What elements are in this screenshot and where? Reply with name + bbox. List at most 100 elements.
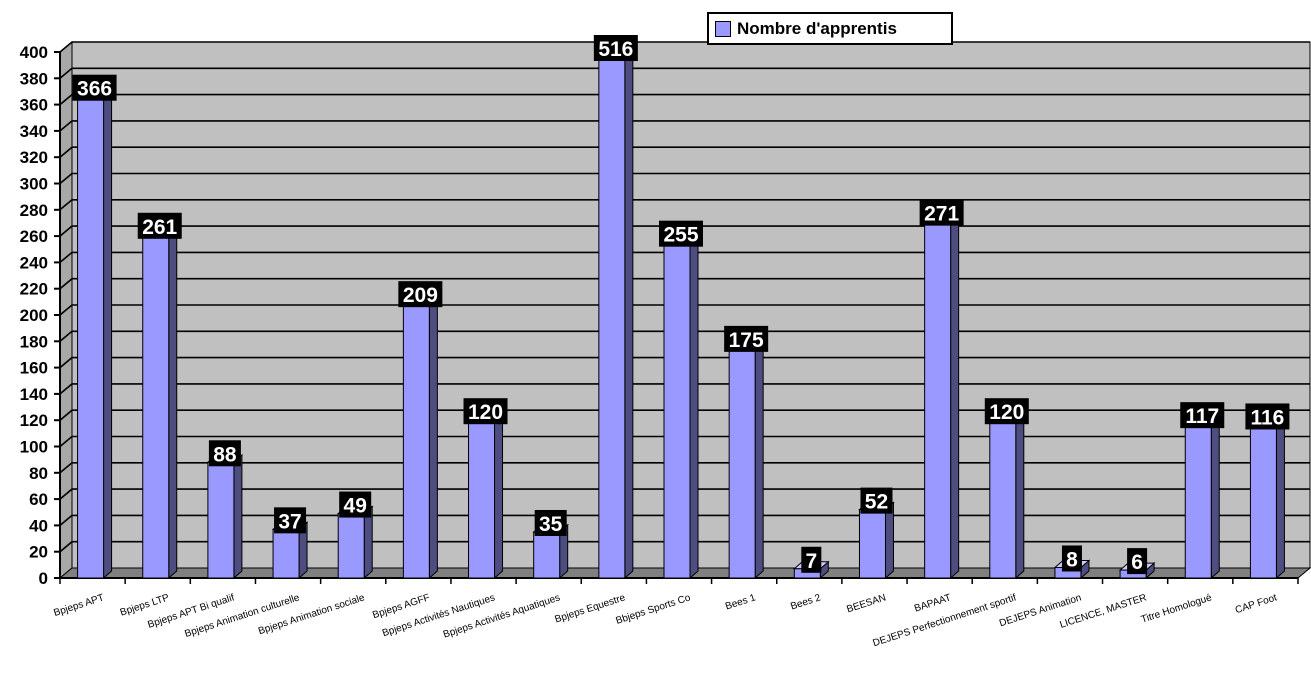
bar-front <box>728 347 756 579</box>
bar-side <box>884 501 894 580</box>
gridline <box>59 277 1310 290</box>
y-tick-label: 240 <box>20 253 48 272</box>
data-label-bg <box>801 546 822 573</box>
data-label: 209 <box>398 281 443 308</box>
x-category-label: Bpjeps Animation culturelle <box>183 592 301 640</box>
x-category-label: Bpjeps APT <box>52 592 105 619</box>
gridline <box>59 199 1310 211</box>
y-tick-label: 220 <box>20 280 48 299</box>
data-label-bg <box>1180 402 1225 429</box>
data-label-bg <box>137 212 182 239</box>
data-label: 366 <box>72 74 117 101</box>
bar-front <box>598 51 626 579</box>
bar <box>858 501 895 580</box>
y-tick-label: 340 <box>20 122 48 141</box>
y-tick-label: 140 <box>20 385 48 404</box>
gridline <box>59 172 1310 185</box>
data-label-bg <box>339 491 372 518</box>
y-tick-label: 280 <box>20 201 48 220</box>
bar <box>923 213 960 580</box>
data-label-text: 8 <box>1066 548 1078 571</box>
x-category-label: Bbjeps Sports Co <box>615 592 693 627</box>
gridline <box>59 304 1310 316</box>
gridline <box>59 488 1310 500</box>
data-label-text: 120 <box>989 401 1024 424</box>
bar <box>597 43 635 580</box>
gridline <box>59 225 1310 237</box>
gridlines <box>59 41 1310 553</box>
x-category-label: Bees 2 <box>789 592 822 612</box>
data-label-text: 209 <box>403 284 438 307</box>
bar-front <box>77 96 105 579</box>
data-label-text: 255 <box>663 224 698 247</box>
data-label-text: 7 <box>805 550 817 573</box>
bar <box>402 295 439 580</box>
data-label-bg <box>919 199 964 226</box>
bar-side <box>428 295 438 580</box>
gridline <box>59 251 1310 264</box>
data-label: 8 <box>1061 545 1082 572</box>
gridline <box>59 330 1310 342</box>
data-label: 120 <box>984 398 1029 425</box>
x-category-label: Bees 1 <box>724 592 757 612</box>
bar-front <box>142 234 170 579</box>
data-label-text: 271 <box>924 203 959 226</box>
gridline <box>59 461 1310 474</box>
y-tick-label: 300 <box>20 175 48 194</box>
x-category-label: BAPAAT <box>913 592 953 614</box>
y-tick-label: 320 <box>20 148 48 167</box>
data-label-bg <box>860 487 893 514</box>
bar-front <box>207 461 235 579</box>
x-category-label: Bpjeps Activités Nautiques <box>381 592 496 639</box>
x-category-label: CAP Foot <box>1234 592 1279 616</box>
bar-front <box>402 302 430 579</box>
bar <box>141 226 179 580</box>
y-tick-label: 400 <box>20 43 48 62</box>
data-label-bg <box>1061 545 1082 572</box>
gridline <box>59 146 1310 158</box>
bar-front <box>989 419 1017 579</box>
bar-side <box>233 454 243 580</box>
bar-front <box>1249 424 1277 579</box>
data-label: 49 <box>339 491 372 518</box>
y-tick-label: 380 <box>20 69 48 88</box>
y-axis-ticks: 0 20 40 60 80 100 120 140 160 180 200 220 240 260 280 3… <box>20 43 48 588</box>
y-tick-label: 40 <box>29 516 48 535</box>
legend: Nombre d'apprentis <box>707 12 953 45</box>
bar <box>1249 417 1286 580</box>
gridline <box>59 383 1310 395</box>
bar-side <box>168 226 178 580</box>
data-label: 516 <box>593 35 638 61</box>
gridline <box>59 514 1310 527</box>
y-tick-label: 20 <box>29 543 48 562</box>
data-label-text: 88 <box>213 443 237 466</box>
y-tick-label: 120 <box>20 411 48 430</box>
data-label-text: 175 <box>729 329 764 352</box>
data-label-text: 35 <box>539 513 563 536</box>
data-label-text: 37 <box>278 510 301 533</box>
data-label: 117 <box>1180 402 1225 429</box>
gridline <box>59 540 1310 553</box>
data-label-bg <box>534 509 567 536</box>
data-label-text: 366 <box>77 78 112 101</box>
data-label: 175 <box>724 325 769 352</box>
data-label-bg <box>463 398 508 425</box>
bar-front <box>663 242 691 579</box>
x-category-label: Bpjeps Animation sociale <box>257 592 367 637</box>
data-label: 116 <box>1245 403 1290 430</box>
legend-label: Nombre d'apprentis <box>737 18 897 38</box>
x-category-label: BEESAN <box>845 592 887 615</box>
bar <box>662 234 700 580</box>
y-tick-label: 0 <box>39 569 48 588</box>
bar <box>467 412 504 580</box>
data-label-bg <box>398 281 443 308</box>
data-label: 271 <box>919 199 964 226</box>
data-label-text: 52 <box>865 491 888 514</box>
bar-side <box>103 88 113 580</box>
y-tick-label: 100 <box>20 438 48 457</box>
gridline <box>59 435 1310 448</box>
y-tick-label: 80 <box>29 464 48 483</box>
data-label-text: 120 <box>468 401 503 424</box>
data-label-text: 117 <box>1185 405 1219 428</box>
data-label: 6 <box>1127 548 1148 575</box>
